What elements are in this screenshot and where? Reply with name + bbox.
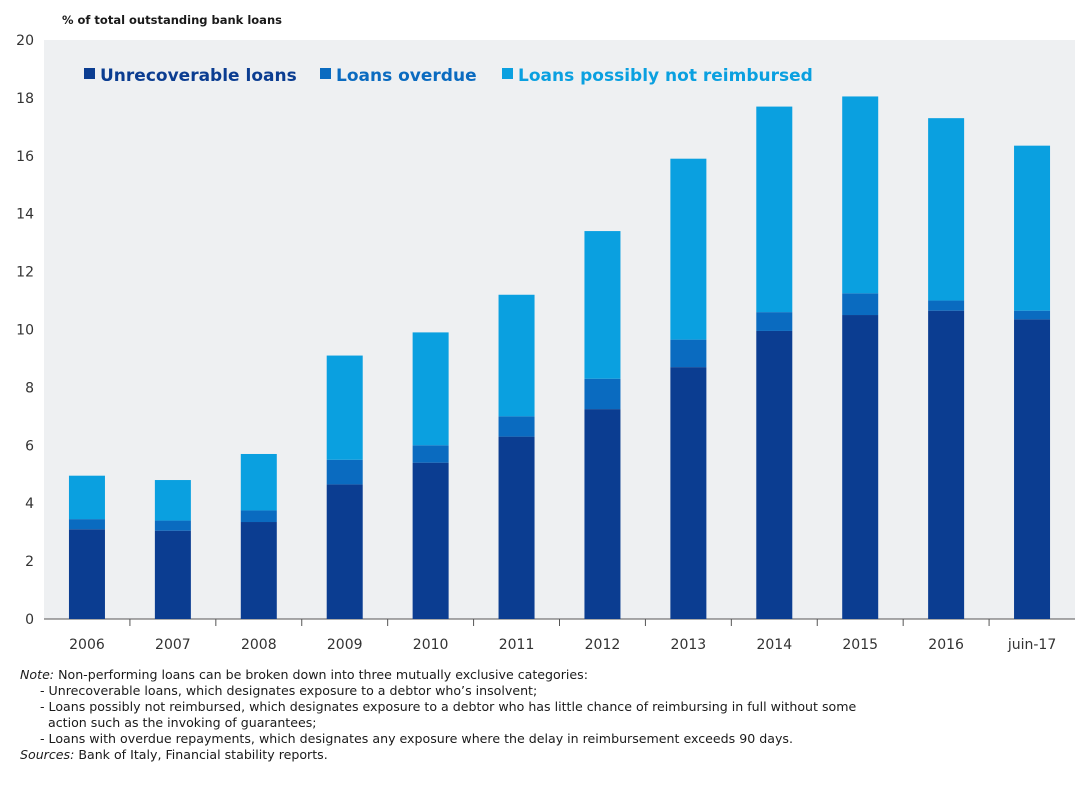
plot-background xyxy=(44,40,1075,619)
bar-possibly-not-reimbursed-juin-17 xyxy=(1014,145,1051,311)
bar-possibly-not-reimbursed-2006 xyxy=(68,475,105,520)
x-tick-label: 2014 xyxy=(756,637,792,653)
bar-possibly-not-reimbursed-2015 xyxy=(842,96,879,294)
bar-possibly-not-reimbursed-2013 xyxy=(670,158,707,340)
legend-swatch-0 xyxy=(84,68,95,79)
y-tick-label: 14 xyxy=(16,207,34,223)
y-tick-label: 20 xyxy=(16,33,34,49)
bar-possibly-not-reimbursed-2014 xyxy=(756,106,793,313)
chart-notes: Note: Non-performing loans can be broken… xyxy=(20,667,1070,763)
legend-swatch-1 xyxy=(320,68,331,79)
x-tick-label: 2011 xyxy=(499,637,535,653)
bar-unrecoverable-2013 xyxy=(670,367,707,619)
bar-unrecoverable-2011 xyxy=(498,436,535,619)
x-tick-label: 2009 xyxy=(327,637,363,653)
bar-unrecoverable-2008 xyxy=(240,522,277,619)
x-tick-label: 2016 xyxy=(928,637,964,653)
bar-overdue-2012 xyxy=(584,378,621,410)
bar-unrecoverable-2014 xyxy=(756,330,793,619)
bar-overdue-2013 xyxy=(670,339,707,368)
sources-line: Sources: Bank of Italy, Financial stabil… xyxy=(20,747,1070,763)
legend-swatch-2 xyxy=(502,68,513,79)
note-label: Note: xyxy=(20,667,55,682)
bar-overdue-2011 xyxy=(498,416,535,437)
legend-label-1: Loans overdue xyxy=(336,66,477,86)
note-item-possibly-not-reimbursed: - Loans possibly not reimbursed, which d… xyxy=(40,699,857,714)
y-tick-label: 2 xyxy=(25,554,34,570)
bar-overdue-2006 xyxy=(68,519,105,530)
bar-overdue-2007 xyxy=(154,520,191,531)
bar-unrecoverable-juin-17 xyxy=(1014,319,1051,619)
bar-possibly-not-reimbursed-2016 xyxy=(928,118,965,301)
y-tick-label: 0 xyxy=(25,612,34,628)
bar-overdue-2016 xyxy=(928,300,965,311)
bar-possibly-not-reimbursed-2010 xyxy=(412,332,449,446)
x-tick-label: juin-17 xyxy=(1007,637,1056,653)
sources-label: Sources: xyxy=(20,747,75,762)
bar-overdue-2014 xyxy=(756,312,793,331)
legend-label-2: Loans possibly not reimbursed xyxy=(518,66,813,86)
x-tick-label: 2010 xyxy=(413,637,449,653)
bar-possibly-not-reimbursed-2009 xyxy=(326,355,363,460)
bar-possibly-not-reimbursed-2008 xyxy=(240,453,277,511)
bar-unrecoverable-2006 xyxy=(68,529,105,619)
y-tick-label: 4 xyxy=(25,496,34,512)
y-tick-label: 18 xyxy=(16,91,34,107)
y-tick-label: 6 xyxy=(25,438,34,454)
bar-overdue-2010 xyxy=(412,445,449,463)
bar-unrecoverable-2010 xyxy=(412,462,449,619)
sources-text: Bank of Italy, Financial stability repor… xyxy=(74,747,328,762)
bar-unrecoverable-2016 xyxy=(928,310,965,619)
bar-unrecoverable-2009 xyxy=(326,484,363,619)
bar-overdue-2008 xyxy=(240,510,277,523)
bar-unrecoverable-2012 xyxy=(584,409,621,619)
bar-overdue-2009 xyxy=(326,459,363,485)
y-tick-label: 8 xyxy=(25,380,34,396)
note-item-unrecoverable: - Unrecoverable loans, which designates … xyxy=(40,683,538,698)
bar-overdue-juin-17 xyxy=(1014,310,1051,320)
bar-possibly-not-reimbursed-2007 xyxy=(154,480,191,521)
note-line: Note: Non-performing loans can be broken… xyxy=(20,667,1070,683)
y-axis-label: % of total outstanding bank loans xyxy=(62,13,282,27)
stacked-bar-chart: % of total outstanding bank loans 0 2 4 6 8 10… xyxy=(16,13,1075,653)
x-tick-label: 2012 xyxy=(585,637,621,653)
bar-possibly-not-reimbursed-2011 xyxy=(498,294,535,417)
bar-unrecoverable-2015 xyxy=(842,315,879,619)
x-tick-label: 2013 xyxy=(671,637,707,653)
bar-unrecoverable-2007 xyxy=(154,530,191,619)
y-tick-label: 10 xyxy=(16,323,34,339)
bar-possibly-not-reimbursed-2012 xyxy=(584,231,621,379)
chart: % of total outstanding bank loans 0 2 4 6 8 10… xyxy=(16,13,1075,653)
y-tick-label: 12 xyxy=(16,265,34,281)
note-text: Non-performing loans can be broken down … xyxy=(54,667,588,682)
note-item-overdue: - Loans with overdue repayments, which d… xyxy=(40,731,793,746)
x-tick-label: 2007 xyxy=(155,637,191,653)
y-tick-label: 16 xyxy=(16,149,34,165)
x-tick-label: 2008 xyxy=(241,637,277,653)
x-tick-label: 2015 xyxy=(842,637,878,653)
bar-overdue-2015 xyxy=(842,293,879,316)
note-item-continuation: action such as the invoking of guarantee… xyxy=(48,715,317,730)
legend-label-0: Unrecoverable loans xyxy=(100,66,297,86)
x-tick-label: 2006 xyxy=(69,637,105,653)
